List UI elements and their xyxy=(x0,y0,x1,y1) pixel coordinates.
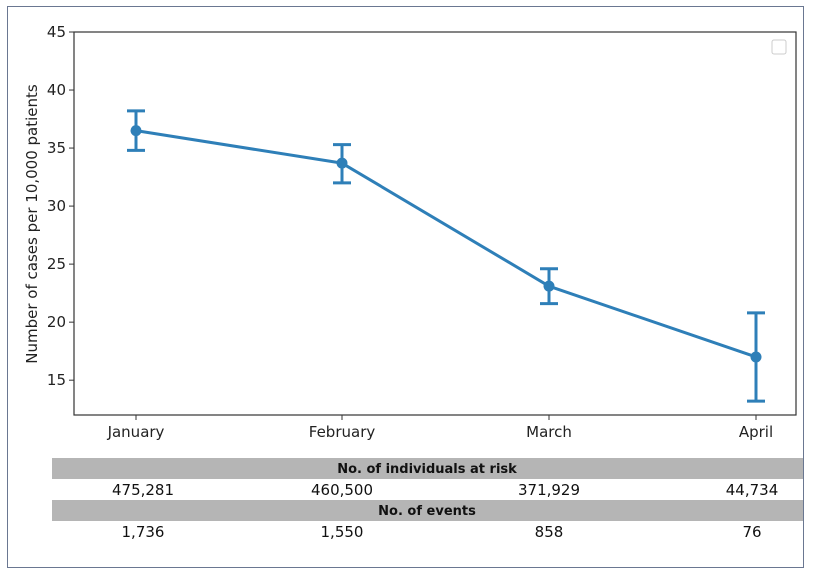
y-tick-label-40: 40 xyxy=(47,81,66,99)
y-tick-label-15: 15 xyxy=(47,371,66,389)
risk-value-february: 460,500 xyxy=(311,481,373,499)
data-point-april xyxy=(750,351,762,363)
data-point-march xyxy=(543,280,555,292)
risk-title-events: No. of events xyxy=(378,504,476,519)
risk-value-march: 371,929 xyxy=(518,481,580,499)
y-tick-label-30: 30 xyxy=(47,197,66,215)
x-tick-label-january: January xyxy=(107,423,165,441)
legend-box xyxy=(771,39,787,55)
x-tick-label-march: March xyxy=(526,423,572,441)
y-ticks: 15 20 25 30 35 40 45 xyxy=(47,23,74,389)
risk-band-individuals xyxy=(52,458,803,479)
risk-band-events xyxy=(52,500,803,521)
x-ticks: January February March April xyxy=(107,415,773,441)
events-value-april: 76 xyxy=(742,523,761,541)
plot-area xyxy=(73,31,797,416)
events-value-january: 1,736 xyxy=(122,523,165,541)
x-tick-label-april: April xyxy=(739,423,773,441)
x-tick-label-february: February xyxy=(309,423,376,441)
events-value-february: 1,550 xyxy=(321,523,364,541)
y-tick-label-35: 35 xyxy=(47,139,66,157)
y-tick-label-45: 45 xyxy=(47,23,66,41)
risk-value-april: 44,734 xyxy=(726,481,779,499)
series-line-0 xyxy=(135,129,757,359)
risk-table: No. of individuals at risk 475,281 460,5… xyxy=(52,458,803,541)
data-point-february xyxy=(336,157,348,169)
y-tick-label-20: 20 xyxy=(47,313,66,331)
series-layer xyxy=(127,109,765,403)
y-axis-title: Number of cases per 10,000 patients xyxy=(23,84,41,364)
risk-title-individuals: No. of individuals at risk xyxy=(337,462,517,477)
y-tick-label-25: 25 xyxy=(47,255,66,273)
y-axis-title-group: Number of cases per 10,000 patients xyxy=(23,84,41,364)
events-value-march: 858 xyxy=(535,523,564,541)
data-point-january xyxy=(130,125,142,137)
risk-value-january: 475,281 xyxy=(112,481,174,499)
